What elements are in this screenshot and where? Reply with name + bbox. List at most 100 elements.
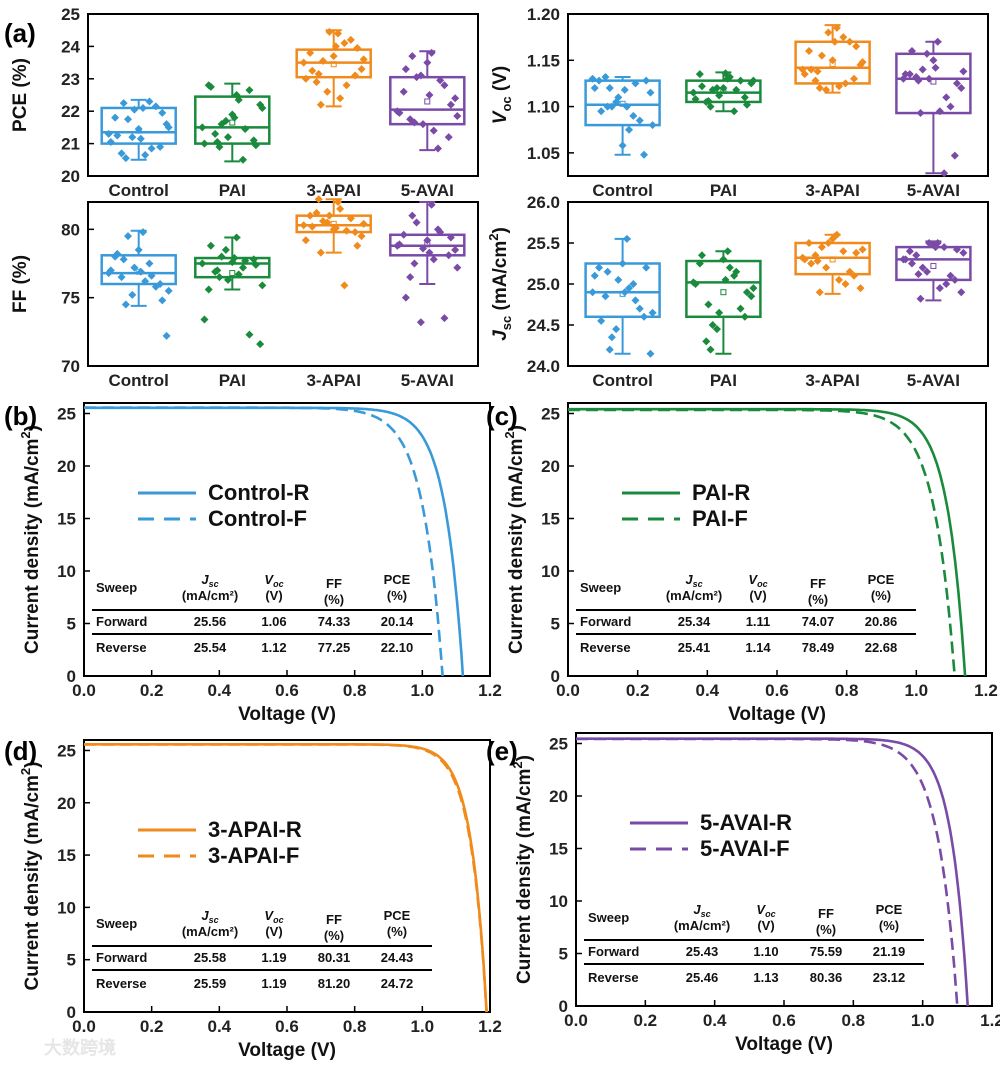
y-tick-label: 0 bbox=[551, 667, 560, 686]
table-cell: 80.31 bbox=[318, 950, 351, 965]
legend-label: 5-AVAI-R bbox=[700, 810, 792, 835]
data-point bbox=[817, 51, 826, 60]
x-tick-label: 1.0 bbox=[411, 1017, 435, 1036]
data-point bbox=[138, 228, 147, 237]
data-point bbox=[121, 300, 130, 309]
table-header-pce: PCE bbox=[384, 908, 411, 923]
data-point bbox=[813, 67, 822, 76]
y-tick-label: 0 bbox=[67, 667, 76, 686]
x-tick-label: PAI bbox=[219, 181, 246, 200]
data-point bbox=[333, 198, 342, 206]
data-point bbox=[736, 76, 745, 85]
x-tick-label: 1.2 bbox=[980, 1011, 1000, 1030]
legend-label: 3-APAI-R bbox=[208, 817, 302, 842]
x-tick-label: 1.0 bbox=[905, 681, 929, 700]
data-point bbox=[106, 266, 115, 275]
data-point bbox=[440, 314, 449, 323]
data-point bbox=[351, 71, 360, 80]
data-point bbox=[128, 290, 137, 299]
data-point bbox=[340, 39, 349, 48]
data-point bbox=[732, 85, 741, 94]
data-point bbox=[425, 248, 434, 257]
data-point bbox=[314, 69, 323, 78]
table-cell: 23.12 bbox=[873, 970, 906, 985]
table-row-label: Forward bbox=[96, 614, 147, 629]
y-tick-label: 5 bbox=[67, 951, 76, 970]
data-point bbox=[828, 56, 837, 65]
data-point bbox=[950, 151, 959, 160]
jv-panel-0: 0.0 0.2 0.4 0.6 0.8 1.0 1.2 0 5 10 15 20 25 Voltage (… bbox=[4, 401, 502, 725]
data-point bbox=[232, 233, 241, 242]
box-iqr bbox=[895, 52, 972, 115]
data-point bbox=[612, 325, 621, 334]
data-point bbox=[312, 208, 321, 217]
box-3-APAI bbox=[794, 23, 871, 94]
data-point bbox=[147, 144, 156, 153]
box-mean bbox=[229, 119, 236, 126]
data-point bbox=[607, 102, 616, 111]
x-tick-label: 0.4 bbox=[696, 681, 720, 700]
y-tick-label: 5 bbox=[551, 615, 560, 634]
data-point bbox=[603, 267, 612, 276]
data-point bbox=[907, 47, 916, 56]
data-point bbox=[419, 244, 428, 253]
x-tick-label: 0.6 bbox=[765, 681, 789, 700]
data-point bbox=[622, 102, 631, 111]
data-point bbox=[234, 270, 243, 279]
y-axis-label: PCE (%) bbox=[10, 58, 31, 132]
data-point bbox=[740, 312, 749, 321]
data-point bbox=[429, 255, 438, 264]
data-point bbox=[158, 108, 167, 117]
table-cell: 25.58 bbox=[194, 950, 227, 965]
x-tick-label: Control bbox=[592, 371, 652, 390]
data-point bbox=[395, 108, 404, 117]
y-tick-label: 10 bbox=[57, 562, 76, 581]
data-point bbox=[935, 107, 944, 116]
data-point bbox=[234, 95, 243, 104]
data-point bbox=[815, 84, 824, 93]
data-point bbox=[239, 155, 248, 164]
data-point bbox=[925, 74, 934, 83]
table-cell: 1.14 bbox=[745, 640, 771, 655]
box-mean bbox=[229, 270, 236, 277]
data-point bbox=[931, 63, 940, 72]
data-point bbox=[130, 263, 139, 272]
data-point bbox=[444, 251, 453, 260]
data-point bbox=[607, 333, 616, 342]
data-point bbox=[446, 100, 455, 109]
table-cell: 25.43 bbox=[686, 944, 719, 959]
data-point bbox=[914, 76, 923, 85]
y-axis-label: Current density (mA/cm2) bbox=[502, 425, 527, 654]
table-header-voc: Voc bbox=[748, 572, 767, 589]
data-point bbox=[106, 137, 115, 146]
data-point bbox=[845, 267, 854, 276]
data-point bbox=[725, 263, 734, 272]
data-point bbox=[957, 84, 966, 93]
data-point bbox=[723, 247, 732, 256]
data-point bbox=[316, 100, 325, 109]
x-tick-label: 0.4 bbox=[703, 1011, 727, 1030]
data-point bbox=[922, 267, 931, 276]
data-point bbox=[719, 84, 728, 93]
y-tick-label: 23 bbox=[61, 70, 80, 89]
table-header-pce-unit: (%) bbox=[879, 918, 899, 933]
data-point bbox=[211, 129, 220, 138]
data-point bbox=[588, 288, 597, 297]
data-point bbox=[858, 245, 867, 254]
y-axis-label: Voc (V) bbox=[490, 66, 514, 124]
data-point bbox=[942, 93, 951, 102]
data-point bbox=[436, 228, 445, 237]
x-tick-label: 5-AVAI bbox=[401, 181, 454, 200]
data-point bbox=[631, 296, 640, 305]
y-tick-label: 25 bbox=[541, 405, 560, 424]
data-point bbox=[800, 70, 809, 79]
x-tick-label: 0.8 bbox=[835, 681, 859, 700]
table-cell: 25.46 bbox=[686, 970, 719, 985]
data-point bbox=[852, 248, 861, 257]
data-point bbox=[138, 103, 147, 112]
table-header-sweep: Sweep bbox=[580, 580, 621, 595]
data-point bbox=[325, 211, 334, 220]
data-point bbox=[601, 72, 610, 81]
y-tick-label: 20 bbox=[549, 787, 568, 806]
x-tick-label: 0.8 bbox=[343, 1017, 367, 1036]
